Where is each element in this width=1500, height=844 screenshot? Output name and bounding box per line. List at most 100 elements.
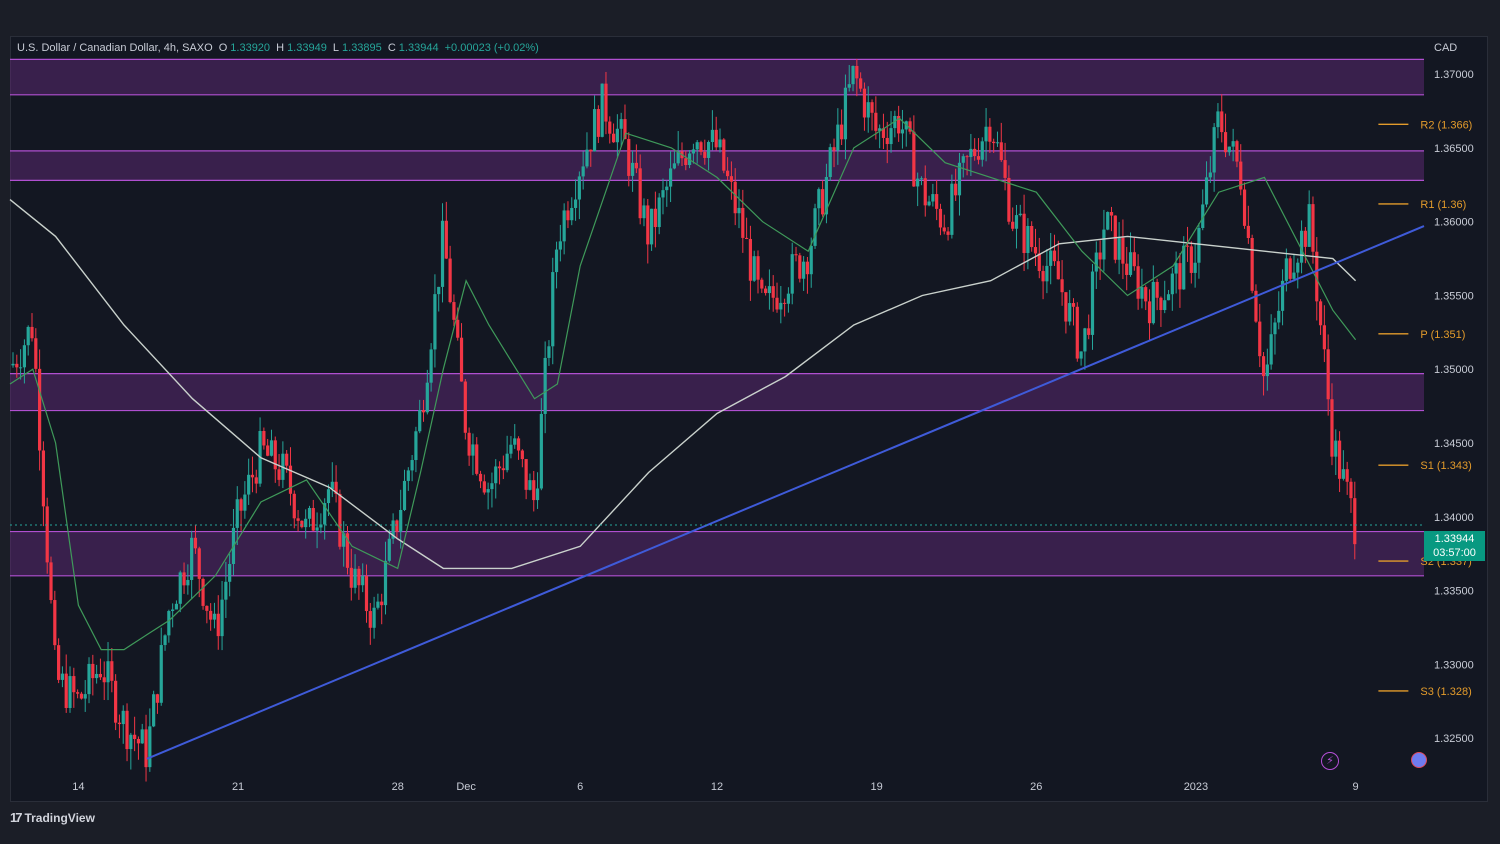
candle-body [927,201,931,206]
candle-body [117,722,122,725]
candle-body [406,470,410,481]
candle-body [961,156,965,163]
candle-body [315,527,319,531]
candle-body [938,208,943,228]
candle-body [821,189,825,215]
candle-body [201,578,205,606]
candle-body [1231,141,1235,147]
x-tick-label: 26 [1030,781,1042,793]
candle-body [235,499,239,528]
candle-body [361,575,365,586]
candle-body [642,205,646,219]
candle-body [60,673,65,680]
candle-body [805,261,810,275]
ascending-trendline [146,225,1425,760]
y-tick-label: 1.35500 [1434,290,1474,302]
us-flag-icon[interactable] [1411,752,1427,768]
close-label: C [387,42,396,54]
candle-body [1003,160,1007,178]
candle-body [513,438,517,445]
candle-body [950,183,954,235]
candle-body [1258,321,1262,357]
candle-body [684,158,688,166]
candle-body [1071,303,1076,307]
candle-body [19,367,23,369]
candle-body [878,128,882,131]
candle-body [885,137,889,145]
candle-body [326,489,331,504]
candle-body [1052,250,1057,262]
candle-body [646,205,650,245]
y-tick-label: 1.36500 [1434,143,1474,155]
candle-body [790,254,794,294]
candle-body [372,607,376,628]
y-tick-label: 1.35000 [1434,364,1474,376]
candle-body [1144,287,1148,302]
candle-body [520,450,524,460]
candle-body [269,440,274,456]
candle-body [638,168,642,219]
candle-body [794,254,798,256]
candle-body [737,207,741,214]
candle-body [414,431,418,461]
candle-body [216,613,220,637]
candle-body [1220,111,1224,133]
candle-body [1311,204,1315,252]
candle-body [152,694,156,727]
candle-body [155,694,160,703]
candle-body [1094,252,1098,272]
sr-zone [10,531,1424,576]
pivot-label: R1 (1.36) [1420,199,1466,211]
candle-body [292,493,296,519]
candle-body [440,220,445,287]
candle-body [1060,279,1064,293]
candle-body [558,241,562,250]
candle-body [277,469,281,480]
candle-body [980,141,984,160]
symbol-name[interactable]: U.S. Dollar / Canadian Dollar, 4h, SAXO [17,42,213,54]
candle-body [429,349,433,383]
tradingview-branding[interactable]: 17 TradingView [10,810,95,825]
candle-body [706,142,711,158]
candle-body [1182,245,1186,290]
candle-body [881,128,886,138]
candle-body [95,673,99,679]
slow-moving-average [9,199,1357,570]
x-tick-label: 14 [72,781,84,793]
candle-body [144,729,148,768]
candle-body [908,121,912,132]
y-tick-label: 1.32500 [1434,733,1474,745]
candle-body [1033,247,1038,254]
candle-body [1334,440,1338,457]
candle-body [178,572,182,604]
candle-body [448,258,452,303]
x-tick-label: 6 [577,781,583,793]
candle-body [1117,237,1121,260]
candle-body [672,163,676,169]
candle-body [1280,280,1285,311]
candle-body [912,131,916,187]
candle-body [535,488,540,501]
candle-body [459,337,464,382]
candle-body [136,739,141,744]
candle-body [1018,213,1022,216]
open-value: 1.33920 [230,42,271,54]
candle-body [935,194,939,209]
lightning-icon[interactable]: ⚡ [1321,752,1339,770]
candle-body [456,319,460,338]
candle-body [1075,306,1079,359]
candle-body [121,710,125,725]
candle-body [824,177,829,215]
candle-body [1322,325,1326,350]
candle-body [250,474,255,478]
candle-body [490,483,494,490]
change-value: +0.00023 (+0.02%) [444,42,539,54]
candle-body [627,139,631,176]
candle-body [262,431,266,446]
candle-body [148,726,152,768]
candle-body [752,256,756,281]
candle-body [957,162,962,196]
candle-body [661,190,665,198]
candle-body [570,207,574,221]
